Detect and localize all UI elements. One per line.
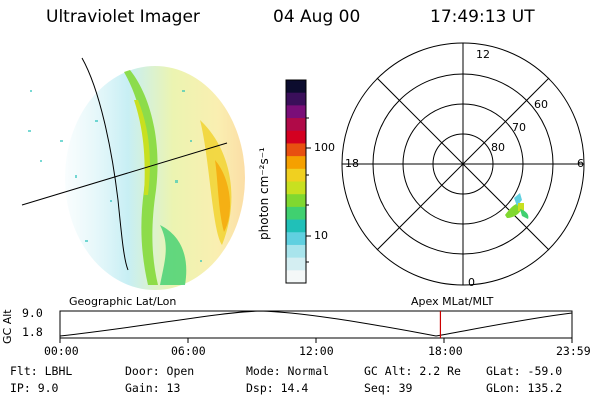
colorbar-cell — [286, 257, 306, 271]
colorbar-tick-10: 10 — [314, 229, 328, 242]
strip-frame — [59, 310, 573, 339]
strip-right-title: Apex MLat/MLT — [411, 295, 494, 308]
strip-ytick-9: 9.0 — [22, 306, 43, 320]
strip-axis-label: GC Alt — [1, 309, 14, 344]
colorbar-cell — [286, 130, 306, 144]
colorbar-cell — [286, 92, 306, 106]
altitude-curve — [59, 310, 573, 337]
colorbar-unit-label: photon cm⁻²s⁻¹ — [257, 147, 271, 240]
colorbar-cell — [286, 143, 306, 157]
polar-aurora — [505, 193, 529, 219]
status-dsp: Dsp: 14.4 — [246, 381, 309, 395]
lat-label-80: 80 — [491, 141, 505, 154]
colorbar-cell — [286, 118, 306, 132]
strip-ytick-1-8: 1.8 — [22, 325, 43, 339]
lat-label-70: 70 — [512, 121, 526, 134]
strip-xtick-1200: 12:00 — [299, 344, 334, 358]
strip-xtick-2359: 23:59 — [556, 344, 591, 358]
time-label: 17:49:13 UT — [430, 7, 535, 27]
colorbar-cell — [286, 168, 306, 182]
colorbar-cell — [286, 156, 306, 170]
colorbar-cell — [286, 244, 306, 259]
colorbar-cell — [286, 80, 306, 94]
colorbar-cell — [286, 232, 306, 246]
mlt-label-0: 0 — [468, 276, 475, 289]
status-glon: GLon: 135.2 — [486, 381, 563, 395]
strip-xtick-1800: 18:00 — [428, 344, 463, 358]
status-gc-alt: GC Alt: 2.2 Re — [364, 364, 461, 378]
lat-label-60: 60 — [534, 98, 548, 111]
uvi-image — [28, 66, 245, 290]
strip-xtick-0600: 06:00 — [171, 344, 206, 358]
polar-plot — [341, 42, 585, 286]
date-label: 04 Aug 00 — [273, 7, 361, 27]
mlt-label-6: 6 — [577, 157, 584, 170]
colorbar-cell — [286, 270, 306, 284]
auroral-oval — [124, 70, 158, 285]
auroral-patch — [160, 225, 187, 285]
instrument-title: Ultraviolet Imager — [46, 7, 200, 27]
colorbar-tick-100: 100 — [314, 141, 335, 154]
colorbar — [285, 79, 311, 284]
status-glat: GLat: -59.0 — [486, 364, 563, 378]
latitude-line — [21, 142, 228, 206]
colorbar-cell — [286, 219, 306, 233]
status-ip: IP: 9.0 — [10, 381, 59, 395]
noise-speckle — [28, 90, 202, 262]
dayside-core — [215, 160, 231, 232]
auroral-oval-core — [134, 100, 150, 195]
status-mode: Mode: Normal — [246, 364, 330, 378]
mlt-label-12: 12 — [476, 48, 490, 61]
colorbar-cell — [286, 206, 306, 221]
status-seq: Seq: 39 — [364, 381, 413, 395]
strip-xtick-0000: 00:00 — [44, 344, 79, 358]
longitude-line — [81, 57, 129, 271]
strip-left-title: Geographic Lat/Lon — [69, 295, 177, 308]
altitude-strip — [59, 310, 573, 343]
colorbar-frame — [285, 79, 307, 284]
mlt-label-18: 18 — [345, 157, 359, 170]
status-door: Door: Open — [125, 364, 195, 378]
colorbar-cell — [286, 181, 306, 195]
status-filter: Flt: LBHL — [10, 364, 73, 378]
colorbar-cell — [286, 194, 306, 208]
colorbar-cell — [286, 105, 306, 119]
status-gain: Gain: 13 — [125, 381, 181, 395]
